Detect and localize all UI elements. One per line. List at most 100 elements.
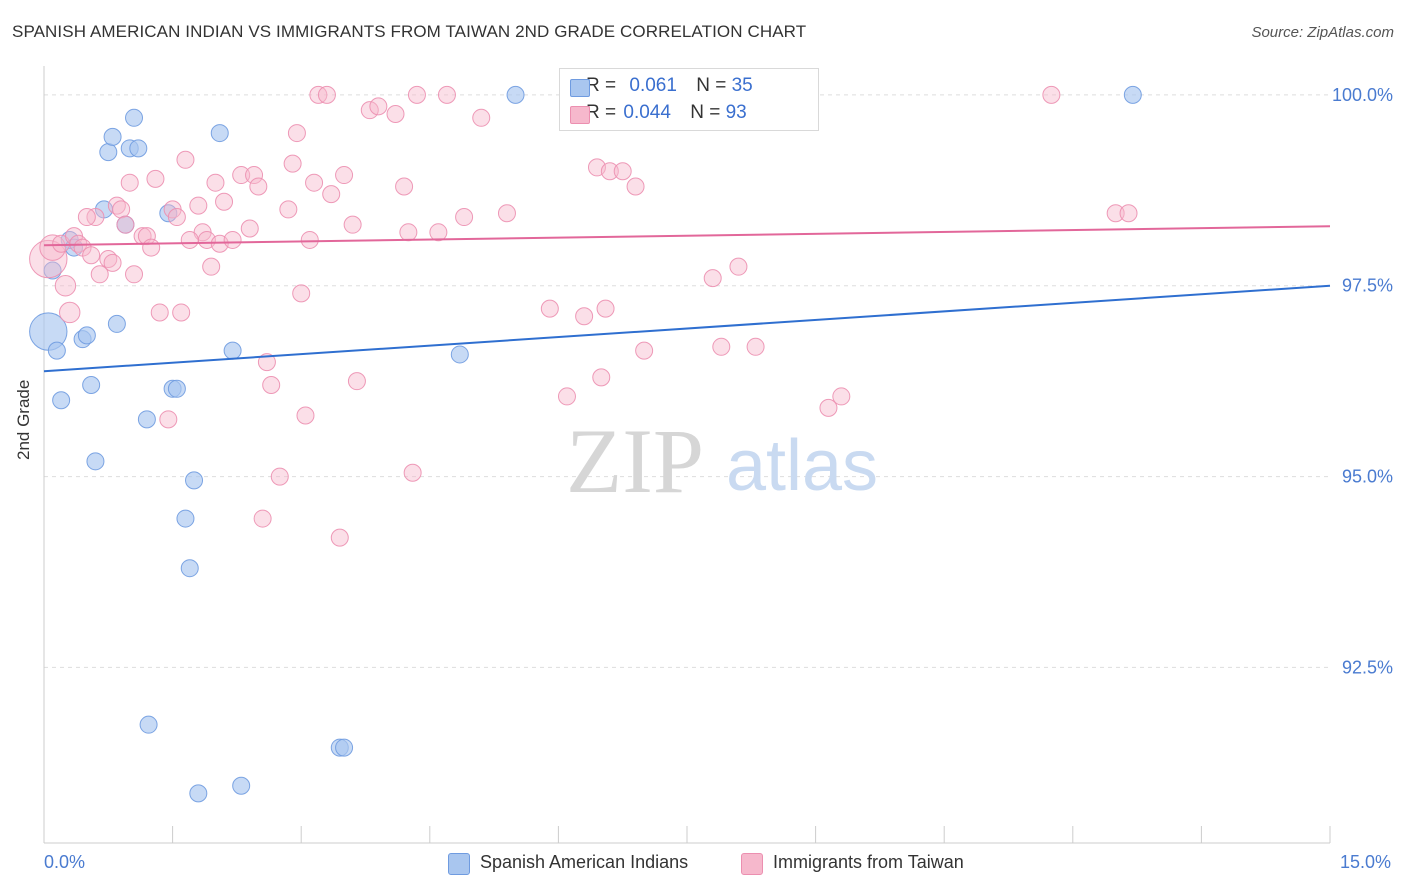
pink-data-point [189, 196, 208, 215]
pink-data-point [497, 204, 516, 223]
pink-data-point [270, 467, 289, 486]
pink-data-point [335, 166, 354, 185]
pink-data-point [146, 169, 165, 188]
pink-data-point [386, 104, 405, 123]
pink-data-point [626, 177, 645, 196]
blue-swatch [570, 79, 590, 97]
pink-data-point [557, 387, 576, 406]
pink-data-point [253, 509, 272, 528]
n-label: N = [696, 75, 727, 96]
blue-data-point [232, 776, 251, 795]
pink-data-point [245, 166, 264, 185]
pink-swatch [570, 106, 590, 124]
y-tick-label: 92.5% [1342, 657, 1393, 677]
pink-data-point [159, 410, 178, 429]
pink-data-point [819, 398, 838, 417]
blue-data-point [86, 452, 105, 471]
pink-data-point [395, 177, 414, 196]
source-label: Source: ZipAtlas.com [1251, 24, 1394, 41]
legend-item-immigrants-from-taiwan[interactable]: Immigrants from Taiwan [741, 852, 964, 875]
pink-data-point [596, 299, 615, 318]
pink-data-point [77, 208, 96, 227]
pink-data-point [116, 215, 135, 234]
pink-data-point [142, 238, 161, 257]
pink-data-point [232, 166, 251, 185]
n-value: 35 [731, 75, 753, 96]
pink-data-point [296, 406, 315, 425]
y-axis-label: 2nd Grade [14, 379, 33, 460]
pink-data-point [613, 162, 632, 181]
pink-data-point [172, 303, 191, 322]
pink-data-point [455, 208, 474, 227]
blue-data-point [129, 139, 148, 158]
pink-data-point [322, 185, 341, 204]
pink-data-point [1042, 85, 1061, 104]
n-value: 93 [725, 102, 747, 123]
blue-data-point [210, 124, 229, 143]
pink-data-point [287, 124, 306, 143]
r-value: 0.044 [623, 102, 671, 123]
blue-data-point [99, 143, 118, 162]
blue-data-point [82, 375, 101, 394]
watermark: ZIP atlas [566, 410, 878, 512]
n-label: N = [690, 102, 721, 123]
pink-data-point [472, 108, 491, 127]
pink-data-point [746, 337, 765, 356]
pink-data-point [729, 257, 748, 276]
legend-item-spanish-american-indians[interactable]: Spanish American Indians [448, 852, 689, 875]
blue-data-point [223, 341, 242, 360]
watermark-atlas: atlas [726, 426, 878, 506]
blue-data-point [506, 85, 525, 104]
x-tick-max: 15.0% [1340, 852, 1392, 872]
pink-data-point [600, 162, 619, 181]
blue-data-point [450, 345, 469, 364]
y-tick-label: 100.0% [1332, 85, 1393, 105]
pink-data-point [283, 154, 302, 173]
pink-data-point [103, 253, 122, 272]
y-tick-label: 97.5% [1342, 276, 1393, 296]
blue-data-point [180, 559, 199, 578]
x-tick-min: 0.0% [44, 852, 86, 872]
pink-data-point [223, 230, 242, 249]
pink-data-point [29, 239, 68, 279]
legend-label: Spanish American Indians [480, 852, 689, 872]
pink-data-point [369, 97, 388, 116]
pink-data-point [343, 215, 362, 234]
pink-data-point [240, 219, 259, 238]
y-tick-labels: 92.5% 95.0% 97.5% 100.0% [1332, 85, 1393, 678]
r-label: R = [586, 75, 617, 96]
y-tick-label: 95.0% [1342, 467, 1393, 487]
pink-data-point [305, 173, 324, 192]
pink-data-point [180, 230, 199, 249]
pink-data-point [39, 234, 66, 261]
pink-data-point [59, 301, 81, 324]
pink-data-point [407, 85, 426, 104]
pink-data-point [176, 150, 195, 169]
pink-data-point [300, 230, 319, 249]
blue-data-point [103, 127, 122, 146]
legend-row-pink: R = 0.044 N = 93 [570, 102, 747, 126]
pink-data-point [437, 85, 456, 104]
blue-data-point [47, 341, 66, 360]
pink-data-point [167, 208, 186, 227]
blue-data-point [1123, 85, 1142, 104]
pink-data-point [703, 269, 722, 288]
pink-data-point [215, 192, 234, 211]
blue-data-point [176, 509, 195, 528]
pink-data-point [292, 284, 311, 303]
pink-data-point [399, 223, 418, 242]
pink-data-point [202, 257, 221, 276]
pink-trend-line [43, 225, 1331, 247]
axes [43, 66, 1331, 844]
trend-lines [43, 225, 1331, 373]
pink-data-point [262, 375, 281, 394]
pink-data-point [257, 353, 276, 372]
pink-data-point [150, 303, 169, 322]
pink-data-point [54, 275, 77, 297]
pink-data-point [575, 307, 594, 326]
blue-data-point [125, 108, 144, 127]
pink-data-point [112, 200, 131, 219]
blue-data-point [139, 715, 158, 734]
blue-data-point [189, 784, 208, 803]
